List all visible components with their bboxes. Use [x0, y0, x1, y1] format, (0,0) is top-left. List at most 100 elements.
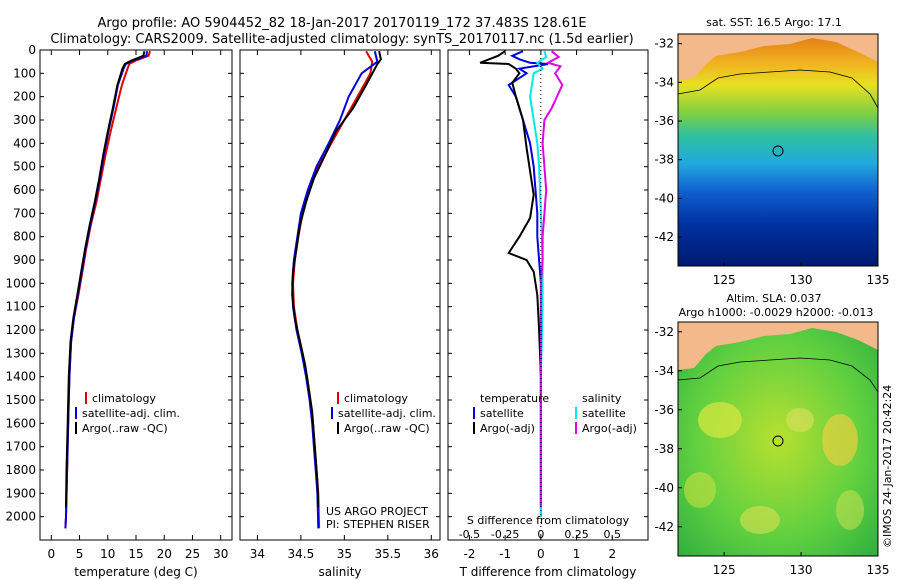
depth-tick-label: 100	[13, 66, 36, 80]
x-tick-label: 1	[573, 547, 581, 561]
header-line1: Argo profile: AO 5904452_82 18-Jan-2017 …	[97, 16, 586, 31]
salinity-y-ticks	[240, 49, 440, 518]
x-tick-label: 10	[100, 547, 115, 561]
x-tick-label: -2	[463, 547, 475, 561]
legend-label-argo: Argo(..raw -QC)	[82, 422, 168, 435]
map-lon-label: 135	[867, 563, 890, 577]
depth-tick-label: 800	[13, 230, 36, 244]
salinity-plot-frame	[239, 49, 441, 541]
legend-title-temperature: temperature	[480, 392, 549, 405]
map-lat-label: -36	[654, 403, 674, 417]
depth-tick-label: 1200	[5, 323, 36, 337]
map-lat-label: -38	[654, 153, 674, 167]
temperature-x-label: temperature (deg C)	[74, 565, 197, 579]
legend-label-temp-satellite: satellite	[480, 407, 524, 420]
x-tick-label: 15	[128, 547, 143, 561]
x-tick-label: 20	[157, 547, 172, 561]
sla-land	[678, 322, 878, 370]
sst-land	[678, 34, 878, 80]
sla-blob	[740, 506, 780, 534]
sla-blob	[836, 490, 864, 530]
depth-tick-label: 400	[13, 136, 36, 150]
series-line-salinity-argo-adj-	[539, 50, 564, 508]
sla-map-title: Altim. SLA: 0.037	[726, 292, 821, 305]
depth-tick-label: 1700	[5, 440, 36, 454]
map-lat-label: -36	[654, 114, 674, 128]
temperature-x-axis: 0 5 10 15 20 25 30	[47, 50, 228, 561]
s-difference-tick-label: -0.25	[491, 528, 519, 541]
legend-label-satellite: satellite-adj. clim.	[82, 407, 180, 420]
x-tick-label: 0	[47, 547, 55, 561]
map-lat-label: -42	[654, 520, 674, 534]
sla-blob	[822, 414, 858, 466]
sla-argo-marker	[772, 435, 784, 447]
difference-panel: -2 -1 0 1 2 temperature salinity satellite A…	[447, 49, 649, 579]
sla-map-subtitle: Argo h1000: -0.0029 h2000: -0.013	[679, 306, 874, 319]
x-tick-label: 30	[213, 547, 228, 561]
salinity-x-axis: 34 34.5 35 35.5 36	[250, 50, 439, 561]
s-difference-tick-label: 0	[537, 528, 544, 541]
depth-tick-label: 900	[13, 253, 36, 267]
s-difference-axis: -0.5 -0.25 0 0.25 0.5	[459, 528, 621, 541]
map-lon-label: 125	[713, 273, 736, 287]
depth-tick-label: 600	[13, 183, 36, 197]
sla-map-panel: Altim. SLA: 0.037 Argo h1000: -0.0029 h2…	[654, 292, 889, 577]
series-line-temperature-argo-adj-	[479, 50, 542, 508]
depth-tick-label: 1500	[5, 393, 36, 407]
depth-tick-label: 1400	[5, 370, 36, 384]
x-tick-label: 25	[185, 547, 200, 561]
depth-tick-label: 1100	[5, 300, 36, 314]
temperature-series	[64, 50, 152, 529]
salinity-series	[291, 50, 382, 529]
depth-tick-label: 700	[13, 206, 36, 220]
sst-map-axes: 125 130 135 -32 -34 -36 -38 -40 -42	[654, 37, 889, 287]
s-difference-label: S difference from climatology	[467, 514, 630, 527]
map-lat-label: -38	[654, 442, 674, 456]
x-tick-label: 34	[250, 547, 265, 561]
sla-blob	[786, 408, 814, 432]
x-tick-label: 34.5	[288, 547, 315, 561]
salinity-panel: 34 34.5 35 35.5 36 climatology satellite-adj…	[239, 49, 441, 579]
s-difference-tick-label: 0.25	[564, 528, 589, 541]
series-line-argo-raw-qc-	[65, 50, 146, 508]
map-lat-label: -34	[654, 364, 674, 378]
map-lat-label: -42	[654, 230, 674, 244]
map-lat-label: -40	[654, 481, 674, 495]
difference-legend: temperature salinity satellite Argo(-adj…	[473, 392, 637, 435]
legend-label-sal-satellite: satellite	[582, 407, 626, 420]
sst-field	[678, 34, 878, 266]
x-tick-label: 35.5	[374, 547, 401, 561]
depth-tick-label: 1300	[5, 346, 36, 360]
x-tick-label: 35	[337, 547, 352, 561]
project-annotation: US ARGO PROJECT	[326, 505, 428, 518]
sst-map-title: sat. SST: 16.5 Argo: 17.1	[706, 16, 842, 29]
legend-label-climatology: climatology	[344, 392, 408, 405]
legend-label-climatology: climatology	[92, 392, 156, 405]
x-tick-label: -1	[499, 547, 511, 561]
depth-axis: 0 100 200 300 400 500 600 700 800 900 1000 1100 1200…	[5, 43, 232, 524]
sst-argo-marker	[772, 145, 784, 157]
legend-label-satellite: satellite-adj. clim.	[338, 407, 436, 420]
map-lat-label: -32	[654, 325, 674, 339]
x-tick-label: 2	[608, 547, 616, 561]
map-lat-label: -34	[654, 75, 674, 89]
sla-map-frame	[677, 321, 879, 557]
depth-tick-label: 200	[13, 90, 36, 104]
map-lat-label: -32	[654, 37, 674, 51]
x-tick-label: 0	[537, 547, 545, 561]
x-tick-label: 36	[424, 547, 439, 561]
difference-y-ticks	[448, 49, 648, 518]
depth-tick-label: 1900	[5, 486, 36, 500]
legend-label-sal-argo: Argo(-adj)	[582, 422, 637, 435]
s-difference-tick-label: -0.5	[459, 528, 480, 541]
s-difference-tick-label: 0.5	[604, 528, 622, 541]
sla-blob	[684, 472, 716, 508]
temperature-panel: 0100200300400500600700800900100011001200…	[5, 43, 233, 579]
difference-plot-frame	[447, 49, 649, 541]
sst-contour	[677, 69, 879, 109]
sla-blob	[698, 402, 742, 438]
map-lon-label: 135	[867, 273, 890, 287]
temperature-legend: climatology satellite-adj. clim. Argo(..…	[75, 392, 180, 435]
difference-series	[479, 50, 564, 540]
depth-tick-label: 0	[28, 43, 36, 57]
